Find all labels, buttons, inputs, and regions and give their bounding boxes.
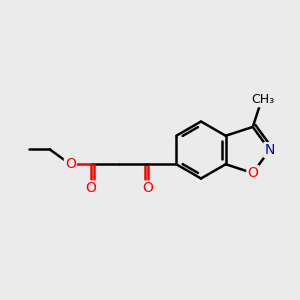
Text: O: O	[142, 182, 153, 196]
Text: CH₃: CH₃	[251, 93, 275, 106]
Text: O: O	[85, 182, 96, 196]
Text: O: O	[247, 166, 258, 180]
Text: N: N	[264, 143, 275, 157]
Text: O: O	[65, 157, 76, 171]
